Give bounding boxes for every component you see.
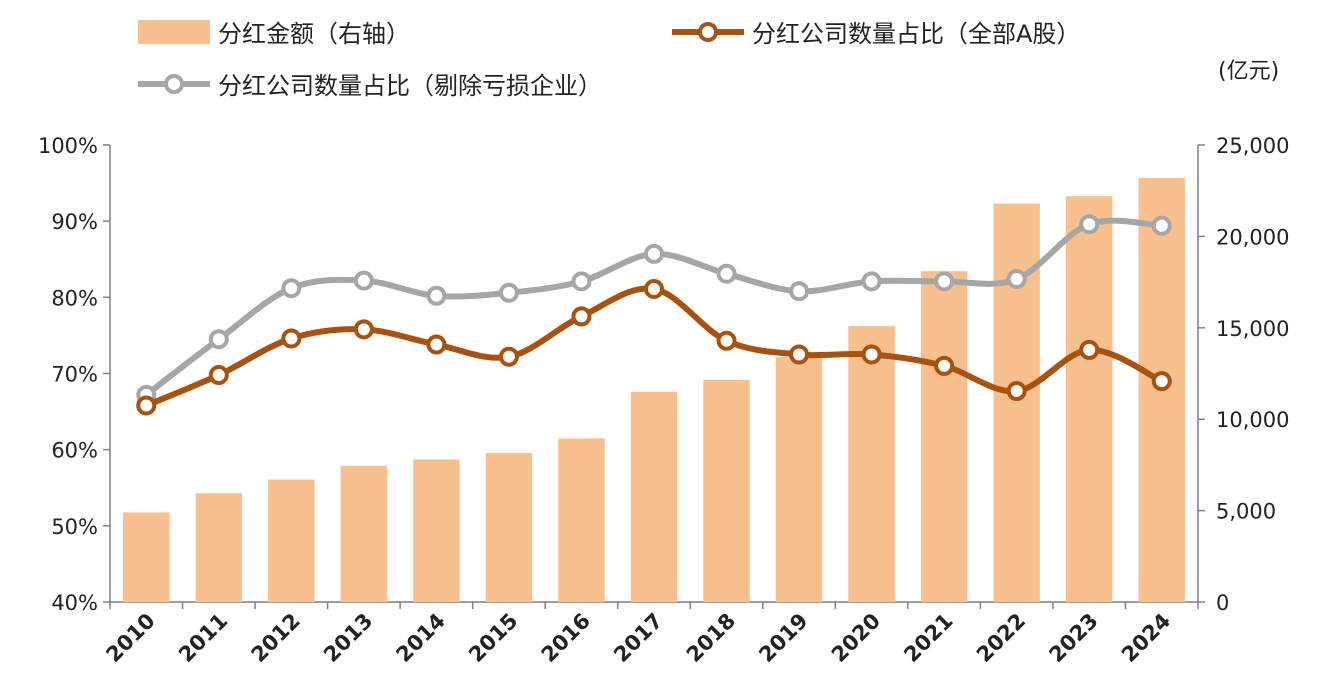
x-axis-tick-label: 2015 [464,609,522,667]
series-point-1 [353,270,374,291]
x-axis-tick-label: 2018 [682,609,740,667]
left-axis-tick-label: 60% [51,439,98,463]
bar [920,271,968,602]
series-point-1 [861,271,882,292]
x-axis-tick-label: 2016 [537,609,595,667]
series-point-0 [861,344,882,365]
series-point-0 [1079,339,1100,360]
left-axis-tick-label: 40% [51,591,98,615]
x-axis-tick-label: 2022 [972,609,1030,667]
series-point-0 [934,355,955,376]
left-axis-tick-label: 80% [51,286,98,310]
series-point-0 [353,319,374,340]
x-axis-tick-label: 2014 [392,609,450,667]
series-point-1 [789,281,810,302]
bar-series [123,177,1185,603]
bar [268,479,315,602]
right-axis-tick-label: 10,000 [1216,408,1289,432]
right-axis-tick-label: 0 [1216,591,1229,615]
right-axis-tick-label: 15,000 [1216,317,1289,341]
bar [558,438,605,602]
series-point-1 [1006,269,1027,290]
left-axis-tick-label: 70% [51,363,98,387]
right-axis-tick-label: 20,000 [1216,225,1289,249]
legend-item-excl-loss: 分红公司数量占比（剔除亏损企业） [138,72,602,100]
bar [340,465,388,602]
series-point-1 [281,278,302,299]
series-point-1 [208,329,229,350]
series-point-0 [571,306,592,327]
series-point-1 [644,243,664,264]
right-axis-unit-label: (亿元) [1218,59,1279,84]
legend-label-all-a-shares: 分红公司数量占比（全部A股） [752,20,1080,48]
x-axis-tick-label: 2024 [1117,609,1175,667]
left-axis-tick-label: 100% [38,134,98,158]
bar [848,325,895,602]
x-axis-tick-label: 2019 [754,609,812,667]
x-axis-tick-label: 2023 [1044,609,1102,667]
legend-swatch-marker-excl [164,74,184,94]
left-axis-tick-label: 50% [51,515,98,539]
legend-item-all-a-shares: 分红公司数量占比（全部A股） [672,20,1080,48]
series-point-0 [208,365,229,386]
bar [195,493,243,602]
series-point-0 [281,328,302,349]
series-point-0 [1151,371,1172,392]
series-point-1 [571,271,592,292]
series-point-0 [1006,381,1027,402]
legend-label-dividend-amount: 分红金额（右轴） [218,20,410,48]
bar [703,379,750,602]
bar [993,203,1040,602]
x-axis-tick-label: 2010 [101,609,159,667]
bar [775,357,823,602]
series-point-0 [644,278,664,299]
bar [630,391,678,602]
legend-swatch-bar [138,20,210,44]
right-axis-tick-label: 5,000 [1216,500,1276,524]
x-axis-tick-label: 2012 [247,609,305,667]
legend-item-dividend-amount: 分红金额（右轴） [138,20,410,48]
x-axis-tick-label: 2013 [319,609,377,667]
series-point-0 [789,344,810,365]
x-axis-tick-label: 2017 [609,609,667,667]
line-series [136,214,1172,416]
bar [1065,196,1113,602]
bar [123,512,170,602]
series-point-1 [1079,214,1100,235]
bar [485,453,533,602]
x-axis-tick-label: 2020 [827,609,885,667]
series-point-0 [498,346,519,367]
series-point-1 [934,271,955,292]
right-axis-tick-label: 25,000 [1216,134,1289,158]
series-point-0 [716,330,737,351]
series-point-1 [1151,215,1172,236]
series-point-1 [716,263,737,284]
legend: 分红金额（右轴） 分红公司数量占比（全部A股） 分红公司数量占比（剔除亏损企业） [138,20,1080,100]
series-point-1 [426,285,447,306]
bar [413,459,460,602]
series-point-0 [136,395,157,416]
legend-label-excl-loss: 分红公司数量占比（剔除亏损企业） [218,72,602,100]
x-axis-tick-label: 2011 [174,609,232,667]
series-point-1 [498,282,519,303]
left-axis-tick-label: 90% [51,210,98,234]
x-axis-tick-label: 2021 [899,609,957,667]
legend-swatch-marker-all [698,22,718,42]
series-point-0 [426,334,447,355]
